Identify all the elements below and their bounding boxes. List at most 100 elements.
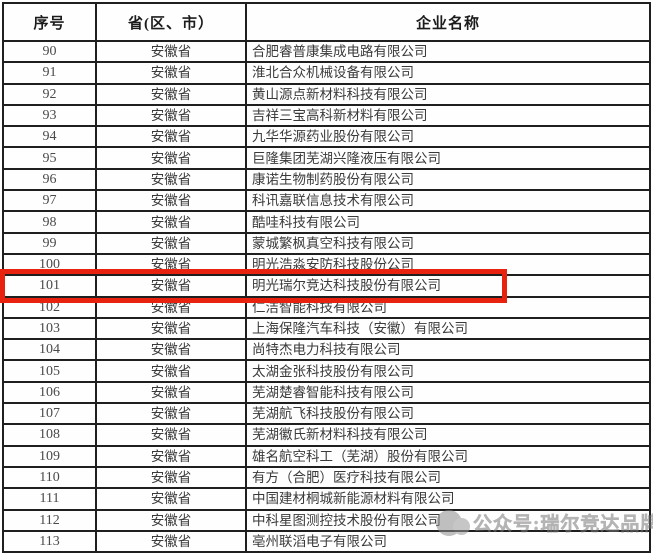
row-company-cell: 科讯嘉联信息技术有限公司 <box>245 189 651 213</box>
row-company-cell: 芜湖航飞科技股份有限公司 <box>245 402 651 426</box>
row-province-cell: 安徽省 <box>95 338 247 362</box>
row-province-cell: 安徽省 <box>95 231 247 255</box>
row-province-cell: 安徽省 <box>95 380 247 405</box>
header-row: 序号 省(区、市） 企业名称 <box>2 2 651 42</box>
table-row: 102 安徽省 仁洁智能科技有限公司 <box>2 295 651 319</box>
row-province-cell: 安徽省 <box>95 61 247 85</box>
row-company-cell: 吉祥三宝高科新材料有限公司 <box>245 103 651 128</box>
row-index-cell: 109 <box>2 444 97 468</box>
row-province-cell: 安徽省 <box>95 402 247 426</box>
row-company-cell: 中科星图测控技术股份有限公司 <box>245 508 651 532</box>
row-province-cell: 安徽省 <box>95 167 247 192</box>
row-company-cell: 淮北合众机械设备有限公司 <box>245 61 651 85</box>
row-index-cell: 91 <box>2 61 97 85</box>
table-row: 99 安徽省 蒙城繁枫真空科技有限公司 <box>2 231 651 255</box>
table-row: 98 安徽省 酷哇科技有限公司 <box>2 210 651 234</box>
row-company-cell: 太湖金张科技股份有限公司 <box>245 359 651 383</box>
row-index-cell: 110 <box>2 465 97 490</box>
row-province-cell: 安徽省 <box>95 508 247 532</box>
table-row: 112 安徽省 中科星图测控技术股份有限公司 <box>2 508 651 532</box>
header-cell-company: 企业名称 <box>245 2 651 42</box>
row-province-cell: 安徽省 <box>95 295 247 319</box>
row-index-cell: 107 <box>2 402 97 426</box>
header-cell-province: 省(区、市） <box>95 2 247 42</box>
row-province-cell: 安徽省 <box>95 189 247 213</box>
row-province-cell: 安徽省 <box>95 252 247 277</box>
table-row: 97 安徽省 科讯嘉联信息技术有限公司 <box>2 189 651 213</box>
row-company-cell: 雄名航空科工（芜湖）股份有限公司 <box>245 444 651 468</box>
row-company-cell: 有方（合肥）医疗科技有限公司 <box>245 465 651 490</box>
row-company-cell: 九华华源药业股份有限公司 <box>245 125 651 149</box>
table-row: 110 安徽省 有方（合肥）医疗科技有限公司 <box>2 465 651 490</box>
row-province-cell: 安徽省 <box>95 423 247 447</box>
row-index-cell: 104 <box>2 338 97 362</box>
row-index-cell: 106 <box>2 380 97 405</box>
row-index-cell: 111 <box>2 487 97 511</box>
table-row: 94 安徽省 九华华源药业股份有限公司 <box>2 125 651 149</box>
table-row: 93 安徽省 吉祥三宝高科新材料有限公司 <box>2 103 651 128</box>
row-province-cell: 安徽省 <box>95 146 247 170</box>
row-province-cell: 安徽省 <box>95 316 247 341</box>
table-row: 103 安徽省 上海保隆汽车科技（安徽）有限公司 <box>2 316 651 341</box>
row-company-cell: 亳州联滔电子有限公司 <box>245 529 651 554</box>
table-row: 106 安徽省 芜湖楚睿智能科技有限公司 <box>2 380 651 405</box>
row-company-cell: 酷哇科技有限公司 <box>245 210 651 234</box>
row-index-cell: 102 <box>2 295 97 319</box>
row-province-cell: 安徽省 <box>95 529 247 554</box>
row-index-cell: 103 <box>2 316 97 341</box>
row-company-cell: 中国建材桐城新能源材料有限公司 <box>245 487 651 511</box>
row-company-cell: 尚特杰电力科技有限公司 <box>245 338 651 362</box>
row-company-cell: 仁洁智能科技有限公司 <box>245 295 651 319</box>
row-company-cell: 芜湖楚睿智能科技有限公司 <box>245 380 651 405</box>
table-row: 90 安徽省 合肥睿普康集成电路有限公司 <box>2 39 651 64</box>
row-index-cell: 96 <box>2 167 97 192</box>
table-row: 109 安徽省 雄名航空科工（芜湖）股份有限公司 <box>2 444 651 468</box>
row-index-cell: 112 <box>2 508 97 532</box>
table-row: 92 安徽省 黄山源点新材料科技有限公司 <box>2 82 651 106</box>
table-row: 100 安徽省 明光浩淼安防科技股份公司 <box>2 252 651 277</box>
row-province-cell: 安徽省 <box>95 39 247 64</box>
table-row: 104 安徽省 尚特杰电力科技有限公司 <box>2 338 651 362</box>
row-index-cell: 98 <box>2 210 97 234</box>
row-index-cell: 92 <box>2 82 97 106</box>
row-index-cell: 95 <box>2 146 97 170</box>
row-company-cell: 明光瑞尔竞达科技股份有限公司 <box>245 274 651 298</box>
row-index-cell: 93 <box>2 103 97 128</box>
table-row: 91 安徽省 淮北合众机械设备有限公司 <box>2 61 651 85</box>
row-company-cell: 蒙城繁枫真空科技有限公司 <box>245 231 651 255</box>
row-index-cell: 97 <box>2 189 97 213</box>
row-index-cell: 90 <box>2 39 97 64</box>
row-index-cell: 105 <box>2 359 97 383</box>
row-index-cell: 99 <box>2 231 97 255</box>
row-company-cell: 明光浩淼安防科技股份公司 <box>245 252 651 277</box>
row-index-cell: 100 <box>2 252 97 277</box>
row-index-cell: 94 <box>2 125 97 149</box>
table-body: 90 安徽省 合肥睿普康集成电路有限公司 91 安徽省 淮北合众机械设备有限公司… <box>2 39 651 554</box>
row-index-cell: 113 <box>2 529 97 554</box>
row-province-cell: 安徽省 <box>95 359 247 383</box>
table-row: 111 安徽省 中国建材桐城新能源材料有限公司 <box>2 487 651 511</box>
table-row: 107 安徽省 芜湖航飞科技股份有限公司 <box>2 402 651 426</box>
row-province-cell: 安徽省 <box>95 103 247 128</box>
row-company-cell: 合肥睿普康集成电路有限公司 <box>245 39 651 64</box>
table-row: 113 安徽省 亳州联滔电子有限公司 <box>2 529 651 554</box>
row-company-cell: 上海保隆汽车科技（安徽）有限公司 <box>245 316 651 341</box>
row-province-cell: 安徽省 <box>95 487 247 511</box>
row-company-cell: 巨隆集团芜湖兴隆液压有限公司 <box>245 146 651 170</box>
row-province-cell: 安徽省 <box>95 82 247 106</box>
table-row: 95 安徽省 巨隆集团芜湖兴隆液压有限公司 <box>2 146 651 170</box>
row-province-cell: 安徽省 <box>95 125 247 149</box>
table-row: 96 安徽省 康诺生物制药股份有限公司 <box>2 167 651 192</box>
row-index-cell: 101 <box>2 274 97 298</box>
table-header: 序号 省(区、市） 企业名称 <box>2 2 651 42</box>
row-company-cell: 康诺生物制药股份有限公司 <box>245 167 651 192</box>
table-row: 108 安徽省 芜湖徽氏新材料科技有限公司 <box>2 423 651 447</box>
row-province-cell: 安徽省 <box>95 274 247 298</box>
row-company-cell: 芜湖徽氏新材料科技有限公司 <box>245 423 651 447</box>
header-cell-index: 序号 <box>2 2 97 42</box>
row-index-cell: 108 <box>2 423 97 447</box>
table-row: 105 安徽省 太湖金张科技股份有限公司 <box>2 359 651 383</box>
row-province-cell: 安徽省 <box>95 444 247 468</box>
row-province-cell: 安徽省 <box>95 210 247 234</box>
